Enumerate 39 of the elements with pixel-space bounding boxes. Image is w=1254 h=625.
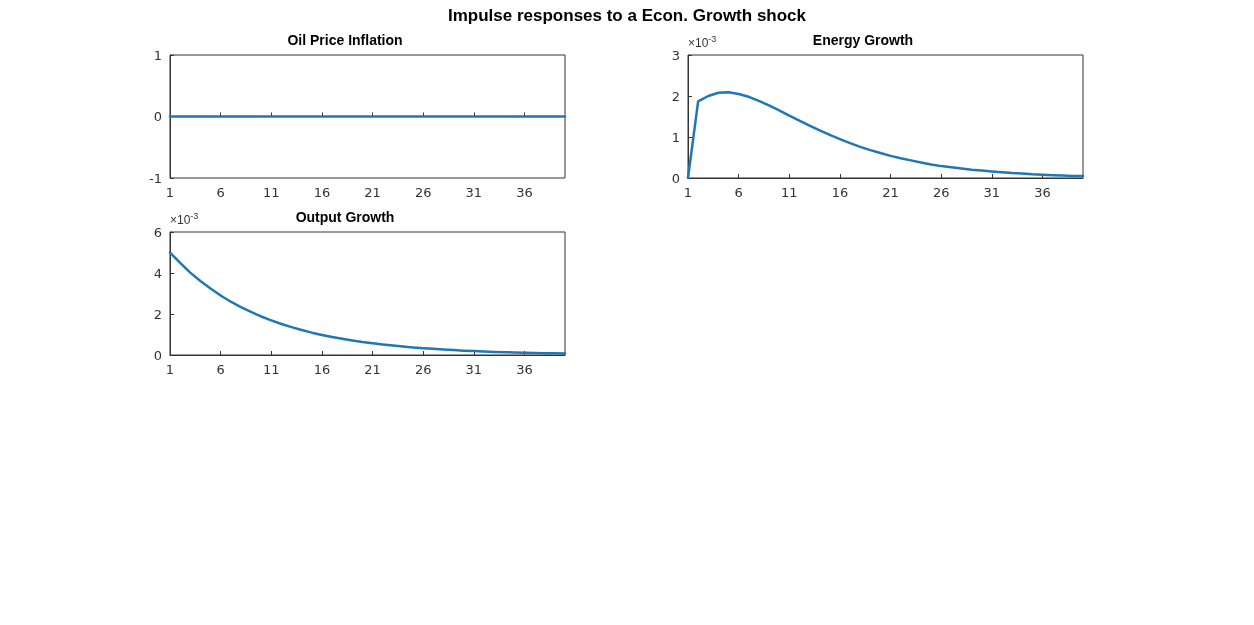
- x-tick-label: 31: [465, 362, 483, 377]
- x-tick-label: 11: [263, 362, 280, 377]
- y-tick-label: 2: [153, 306, 162, 322]
- x-tick-label: 16: [831, 185, 849, 200]
- y-tick-label: 0: [153, 347, 162, 363]
- chart-title: Oil Price Inflation: [287, 32, 403, 48]
- x-tick-label: 1: [165, 362, 175, 377]
- x-tick-label: 26: [414, 185, 432, 200]
- x-tick-label: 21: [364, 362, 381, 377]
- y-tick-label: 4: [153, 265, 162, 281]
- x-tick-label: 36: [516, 185, 533, 200]
- x-tick-label: 1: [165, 185, 175, 200]
- y-tick-label: -1: [149, 170, 162, 186]
- chart-title: Output Growth: [295, 209, 395, 225]
- x-tick-label: 26: [932, 185, 950, 200]
- x-tick-label: 6: [216, 185, 225, 200]
- y-tick-label: 0: [153, 109, 162, 124]
- x-tick-label: 16: [313, 185, 331, 200]
- x-tick-label: 36: [1034, 185, 1051, 200]
- y-tick-label: 1: [153, 47, 162, 63]
- y-tick-label: 2: [671, 88, 680, 104]
- y-tick-label: 0: [671, 170, 680, 186]
- x-tick-label: 36: [516, 362, 533, 377]
- y-tick-label: 1: [671, 129, 680, 145]
- x-tick-label: 16: [313, 362, 331, 377]
- chart-title: Energy Growth: [812, 32, 914, 48]
- y-tick-label: 3: [671, 47, 680, 63]
- x-tick-label: 31: [983, 185, 1001, 200]
- x-tick-label: 1: [683, 185, 693, 200]
- x-tick-label: 11: [781, 185, 798, 200]
- x-tick-label: 21: [364, 185, 381, 200]
- y-tick-label: 6: [153, 224, 162, 240]
- x-tick-label: 6: [216, 362, 225, 377]
- x-tick-label: 31: [465, 185, 483, 200]
- x-tick-label: 21: [882, 185, 899, 200]
- text: Impulse responses to a Econ. Growth shock: [447, 6, 807, 26]
- x-tick-label: 6: [734, 185, 743, 200]
- x-tick-label: 26: [414, 362, 432, 377]
- x-tick-label: 11: [263, 185, 280, 200]
